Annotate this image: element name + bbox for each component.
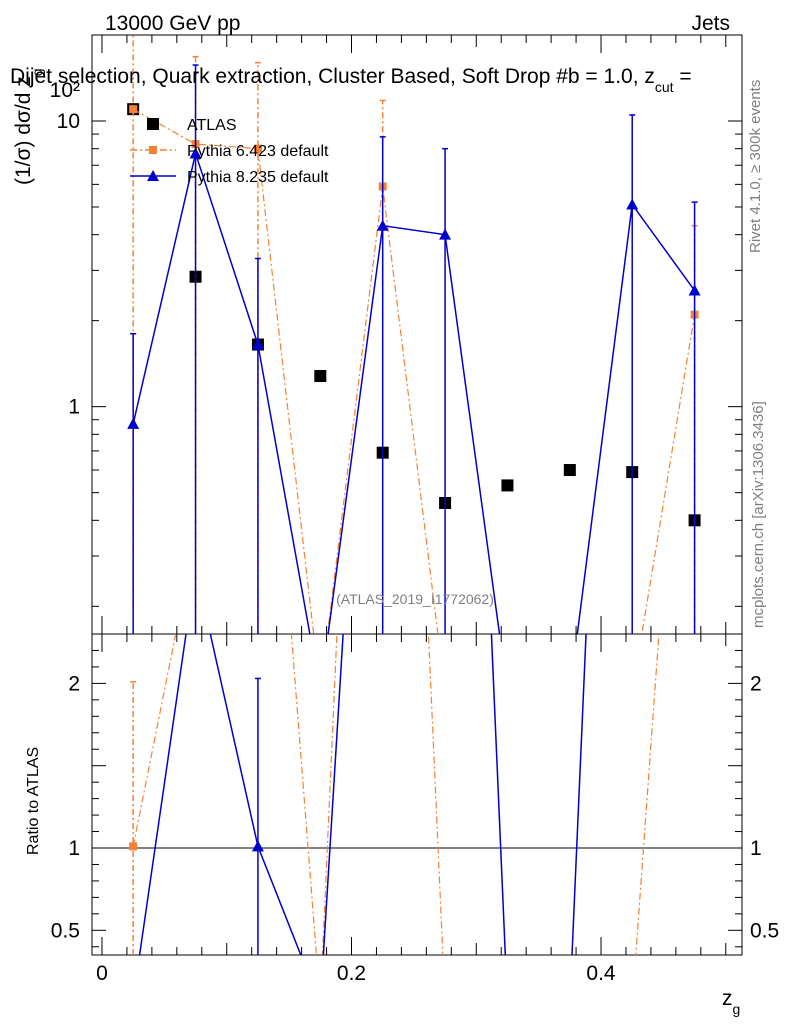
ratio-y-tick-label: 1: [68, 837, 80, 860]
legend-marker-pythia6: [149, 146, 157, 154]
data-point-pythia6: [253, 144, 262, 153]
data-point-pythia8: [501, 686, 513, 697]
ratio-y-label: Ratio to ATLAS: [25, 747, 42, 855]
ratio-line-1: [138, 634, 587, 955]
legend-marker-pythia8: [147, 170, 159, 181]
data-point-pythia8: [626, 198, 639, 210]
ratio-y-tick-label-right: 2: [750, 672, 762, 695]
data-point-pythia6: [628, 688, 636, 696]
rivet-label: Rivet 4.1.0, ≥ 300k events: [747, 80, 764, 253]
data-point-pythia8: [564, 686, 576, 697]
mcplots-label: mcplots.cern.ch [arXiv:1306.3436]: [750, 401, 767, 628]
data-point-atlas: [314, 370, 327, 383]
data-point-pythia8: [688, 284, 701, 296]
data-point-pythia8: [251, 338, 264, 350]
ratio-point-pythia6: [129, 842, 138, 851]
ratio-y-axis: 0.5 0.5 1 1 2 2: [51, 633, 779, 948]
category-label: Jets: [691, 12, 730, 35]
main-series-layer: [127, 35, 701, 697]
legend: ATLAS Pythia 6.423 default Pythia 8.235 de…: [130, 117, 329, 186]
x-axis: 0 0.2 0.4: [96, 35, 727, 985]
ratio-y-tick-label-right: 0.5: [750, 919, 779, 942]
analysis-id-label: (ATLAS_2019_I1772062): [336, 591, 494, 607]
main-y-tick-label: 10: [57, 110, 80, 133]
data-point-pythia8: [439, 228, 452, 240]
main-y-tick-label: 10²: [50, 79, 80, 102]
legend-label: ATLAS: [187, 117, 237, 134]
x-tick-label: 0.2: [337, 962, 366, 985]
data-point-pythia6: [316, 688, 324, 696]
legend-label: Pythia 6.423 default: [187, 143, 329, 160]
ratio-y-tick-label: 2: [68, 672, 80, 695]
plot-title: Dijet selection, Quark extraction, Clust…: [10, 65, 692, 95]
x-tick-label: 0: [96, 962, 108, 985]
main-y-tick-label: 1: [68, 396, 80, 419]
series-line-1: [132, 108, 696, 634]
ratio-panel-frame: [91, 633, 743, 956]
legend-marker-atlas: [147, 118, 159, 130]
data-point-pythia8: [376, 219, 389, 231]
data-point-pythia8: [127, 417, 140, 429]
data-point-pythia6: [503, 688, 511, 696]
data-point-pythia6: [441, 688, 449, 696]
data-point-pythia8: [189, 147, 202, 159]
energy-label: 13000 GeV pp: [105, 12, 240, 35]
data-point-pythia8: [314, 686, 326, 697]
main-y-axis: 1 10 10²: [50, 34, 742, 607]
main-y-label: (1/σ) dσ/d zg: [12, 68, 45, 185]
data-point-pythia6: [129, 105, 138, 114]
ratio-series-layer: [129, 634, 660, 955]
data-point-atlas: [501, 479, 514, 492]
ratio-point-pythia8: [251, 840, 264, 852]
ratio-y-tick-label: 0.5: [51, 919, 80, 942]
x-axis-label: zg: [722, 987, 740, 1017]
data-point-atlas: [563, 464, 576, 477]
ratio-y-tick-label-right: 1: [750, 837, 762, 860]
x-tick-label: 0.4: [586, 962, 616, 985]
series-line-2: [132, 150, 696, 634]
data-point-pythia6: [566, 688, 574, 696]
legend-label: Pythia 8.235 default: [187, 169, 329, 186]
